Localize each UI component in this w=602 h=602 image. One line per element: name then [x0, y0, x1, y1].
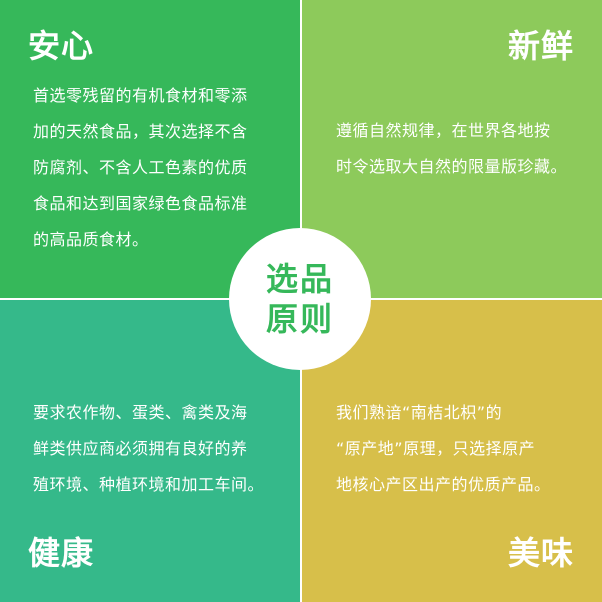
center-title-line: 选品	[265, 260, 334, 298]
description-line: 时令选取大自然的限量版珍藏。	[336, 157, 568, 176]
quadrant-description: 首选零残留的有机食材和零添 加的天然食品，其次选择不含 防腐剂、不含人工色素的优…	[33, 78, 248, 258]
description-line: 我们熟谙“南桔北枳”的	[336, 403, 503, 422]
description-line: 首选零残留的有机食材和零添	[33, 86, 248, 105]
description-line: “原产地”原理，只选择原产	[336, 439, 536, 458]
description-line: 鲜类供应商必须拥有良好的养	[33, 439, 248, 458]
description-line: 食品和达到国家绿色食品标准	[33, 194, 248, 213]
quadrant-title: 健康	[28, 534, 95, 572]
quadrant-taste: 我们熟谙“南桔北枳”的 “原产地”原理，只选择原产 地核心产区出产的优质产品。 …	[302, 300, 602, 602]
quadrant-description: 遵循自然规律，在世界各地按 时令选取大自然的限量版珍藏。	[336, 113, 567, 185]
quadrant-title: 新鲜	[507, 27, 574, 65]
description-line: 的高品质食材。	[33, 230, 149, 249]
quadrant-title: 美味	[507, 534, 574, 572]
description-line: 殖环境、种植环境和加工车间。	[33, 475, 265, 494]
quadrant-description: 我们熟谙“南桔北枳”的 “原产地”原理，只选择原产 地核心产区出产的优质产品。	[336, 395, 551, 503]
quadrant-title: 安心	[28, 27, 95, 65]
center-circle: 选品 原则	[229, 228, 371, 370]
description-line: 遵循自然规律，在世界各地按	[336, 121, 551, 140]
description-line: 地核心产区出产的优质产品。	[336, 475, 551, 494]
quadrant-freshness: 新鲜 遵循自然规律，在世界各地按 时令选取大自然的限量版珍藏。	[302, 0, 602, 298]
quadrant-health: 要求农作物、蛋类、禽类及海 鲜类供应商必须拥有良好的养 殖环境、种植环境和加工车…	[0, 300, 300, 602]
center-title-line: 原则	[265, 300, 334, 338]
quadrant-peace-of-mind: 安心 首选零残留的有机食材和零添 加的天然食品，其次选择不含 防腐剂、不含人工色…	[0, 0, 300, 298]
quadrant-description: 要求农作物、蛋类、禽类及海 鲜类供应商必须拥有良好的养 殖环境、种植环境和加工车…	[33, 395, 264, 503]
description-line: 要求农作物、蛋类、禽类及海	[33, 403, 248, 422]
description-line: 加的天然食品，其次选择不含	[33, 122, 248, 141]
description-line: 防腐剂、不含人工色素的优质	[33, 158, 248, 177]
